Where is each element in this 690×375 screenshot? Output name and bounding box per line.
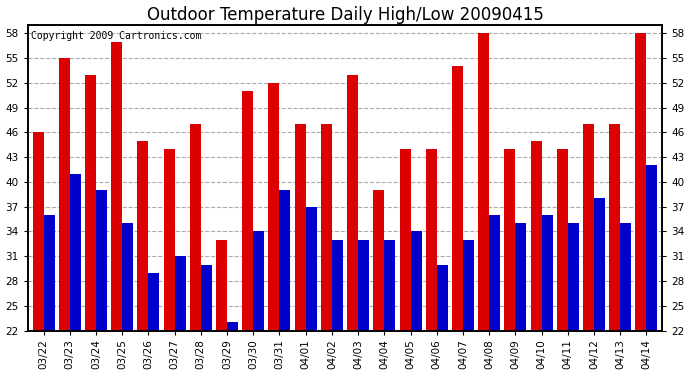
- Bar: [43, 215, 55, 330]
- Bar: [594, 198, 605, 330]
- Bar: [531, 141, 542, 330]
- Bar: [332, 240, 343, 330]
- Text: Copyright 2009 Cartronics.com: Copyright 2009 Cartronics.com: [31, 31, 201, 41]
- Bar: [227, 322, 238, 330]
- Bar: [321, 124, 332, 330]
- Bar: [489, 215, 500, 330]
- Bar: [279, 190, 290, 330]
- Bar: [478, 33, 489, 330]
- Bar: [122, 223, 133, 330]
- Bar: [201, 264, 212, 330]
- Bar: [515, 223, 526, 330]
- Bar: [175, 256, 186, 330]
- Bar: [268, 83, 279, 330]
- Bar: [164, 149, 175, 330]
- Bar: [620, 223, 631, 330]
- Bar: [437, 264, 448, 330]
- Bar: [190, 124, 201, 330]
- Bar: [111, 42, 122, 330]
- Bar: [59, 58, 70, 330]
- Title: Outdoor Temperature Daily High/Low 20090415: Outdoor Temperature Daily High/Low 20090…: [146, 6, 544, 24]
- Bar: [70, 174, 81, 330]
- Bar: [32, 132, 43, 330]
- Bar: [557, 149, 568, 330]
- Bar: [411, 231, 422, 330]
- Bar: [137, 141, 148, 330]
- Bar: [216, 240, 227, 330]
- Bar: [295, 124, 306, 330]
- Bar: [635, 33, 647, 330]
- Bar: [426, 149, 437, 330]
- Bar: [504, 149, 515, 330]
- Bar: [647, 165, 658, 330]
- Bar: [347, 75, 358, 330]
- Bar: [306, 207, 317, 330]
- Bar: [358, 240, 369, 330]
- Bar: [148, 273, 159, 330]
- Bar: [85, 75, 96, 330]
- Bar: [96, 190, 107, 330]
- Bar: [373, 190, 384, 330]
- Bar: [463, 240, 474, 330]
- Bar: [452, 66, 463, 330]
- Bar: [384, 240, 395, 330]
- Bar: [242, 91, 253, 330]
- Bar: [583, 124, 594, 330]
- Bar: [253, 231, 264, 330]
- Bar: [609, 124, 620, 330]
- Bar: [400, 149, 411, 330]
- Bar: [568, 223, 579, 330]
- Bar: [542, 215, 553, 330]
